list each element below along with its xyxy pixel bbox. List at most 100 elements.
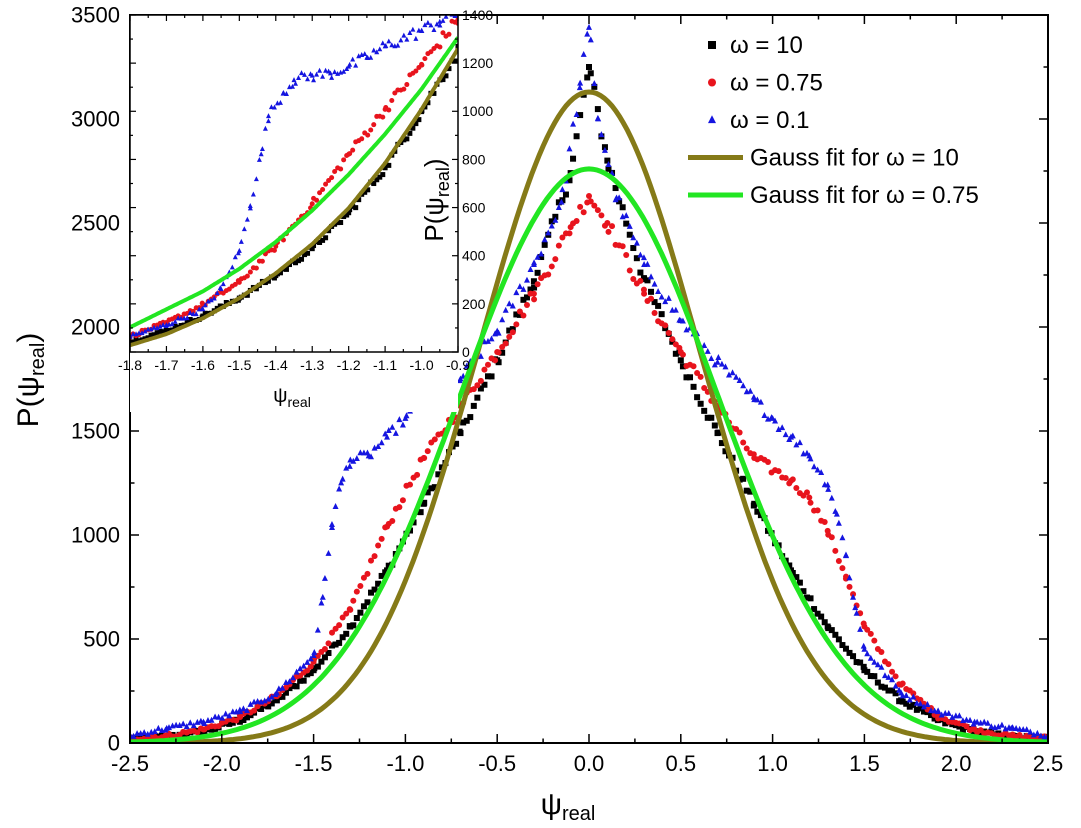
data-point <box>375 580 382 587</box>
x-tick-label: -1.3 <box>300 357 324 373</box>
data-point <box>180 720 187 727</box>
data-point <box>846 649 853 656</box>
main-x-axis-title-main: ψ <box>541 788 562 821</box>
data-point <box>609 223 616 230</box>
data-point <box>846 574 853 581</box>
data-point <box>835 636 842 643</box>
data-point <box>896 686 903 693</box>
data-point <box>328 521 335 527</box>
data-point <box>821 619 828 626</box>
data-point <box>272 691 279 698</box>
data-point <box>623 212 630 219</box>
data-point <box>350 457 357 464</box>
x-tick-label: -1.0 <box>386 751 424 776</box>
data-point <box>821 481 828 488</box>
data-point <box>1023 726 1030 733</box>
data-point <box>403 412 410 419</box>
data-point <box>867 630 874 637</box>
y-tick-label: 600 <box>462 199 486 215</box>
data-point <box>687 374 694 381</box>
data-point <box>157 323 163 329</box>
data-point <box>506 333 513 340</box>
data-point <box>871 637 878 644</box>
data-point <box>350 622 357 629</box>
data-point <box>789 432 796 439</box>
data-point <box>259 146 265 152</box>
inset-series-clipped <box>130 15 458 348</box>
data-point <box>155 724 162 731</box>
data-point <box>130 339 136 345</box>
data-point <box>194 729 201 736</box>
data-point <box>208 716 215 723</box>
data-point <box>296 258 302 264</box>
data-point <box>860 620 867 627</box>
legend-label: ω = 0.75 <box>730 70 823 97</box>
data-point <box>630 245 637 252</box>
data-point <box>658 311 665 318</box>
data-point <box>920 703 927 710</box>
data-point <box>283 91 289 96</box>
data-point <box>299 70 305 76</box>
data-point <box>541 236 548 243</box>
data-point <box>307 670 314 677</box>
data-point <box>247 202 253 208</box>
data-point <box>828 494 835 501</box>
data-point <box>559 234 566 241</box>
data-point <box>374 49 380 55</box>
data-point <box>878 683 885 690</box>
data-point <box>786 436 793 442</box>
data-point <box>750 502 757 509</box>
data-point <box>527 266 534 273</box>
data-point <box>329 175 335 181</box>
data-point <box>499 349 506 356</box>
data-point <box>470 386 477 393</box>
data-point <box>701 384 708 391</box>
data-point <box>531 259 538 266</box>
data-point <box>290 674 297 681</box>
data-point <box>163 323 169 329</box>
data-point <box>382 165 388 171</box>
data-point <box>268 700 275 707</box>
data-point <box>846 583 853 590</box>
data-point <box>874 679 881 686</box>
data-point <box>708 355 715 362</box>
data-point <box>648 295 655 302</box>
data-point <box>175 315 181 321</box>
data-point <box>570 120 577 127</box>
data-point <box>305 76 311 82</box>
data-point <box>630 234 637 241</box>
data-point <box>321 654 328 661</box>
data-point <box>440 77 446 83</box>
data-point <box>407 130 413 136</box>
data-point <box>365 187 371 193</box>
data-point <box>160 322 166 327</box>
data-point <box>368 54 374 60</box>
data-point <box>386 107 392 113</box>
x-tick-label: 0.5 <box>666 751 697 776</box>
data-point <box>325 549 332 556</box>
data-point <box>187 310 193 315</box>
data-point <box>296 75 302 80</box>
data-point <box>344 212 350 218</box>
data-point <box>924 701 931 707</box>
data-point <box>832 547 839 554</box>
data-point <box>630 275 637 282</box>
data-point <box>443 73 449 79</box>
data-point <box>484 361 491 368</box>
data-point <box>399 497 406 504</box>
x-tick-label: -2.5 <box>111 751 149 776</box>
data-point <box>548 263 555 270</box>
data-point <box>586 64 592 70</box>
data-point <box>368 557 375 564</box>
data-point <box>545 229 552 236</box>
data-point <box>679 363 686 370</box>
data-point <box>302 252 308 258</box>
data-point <box>555 242 562 249</box>
data-point <box>314 663 321 670</box>
data-point <box>343 610 350 617</box>
data-point <box>736 377 743 383</box>
data-point <box>233 708 240 715</box>
data-point <box>757 512 764 519</box>
data-point <box>828 627 835 634</box>
data-point <box>814 610 821 617</box>
